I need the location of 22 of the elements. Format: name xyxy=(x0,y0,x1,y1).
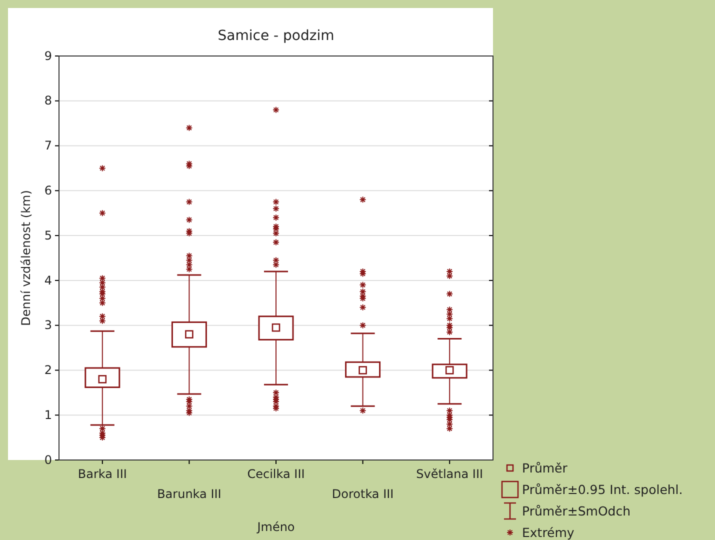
text: Průměr xyxy=(522,460,568,476)
y-tick-label: 8 xyxy=(44,94,52,108)
y-axis-title: Denní vzdálenost (km) xyxy=(19,190,33,326)
x-tick-label: Barunka III xyxy=(157,487,222,502)
y-tick-label: 5 xyxy=(44,228,52,242)
text: Extrémy xyxy=(522,525,575,540)
x-axis-title: Jméno xyxy=(256,520,295,534)
y-tick-label: 9 xyxy=(44,48,52,63)
x-tick-label: Dorotka III xyxy=(332,487,394,502)
y-tick-label: 3 xyxy=(44,318,52,332)
x-tick-label: Barka III xyxy=(78,466,127,481)
chart-title: Samice - podzim xyxy=(218,28,334,44)
x-tick-label: Světlana III xyxy=(416,466,484,481)
text: Průměr±SmOdch xyxy=(522,504,631,518)
text: Průměr±0.95 Int. spolehl. xyxy=(522,482,683,497)
y-tick-label: 2 xyxy=(44,363,52,378)
y-tick-label: 4 xyxy=(44,273,52,288)
y-tick-label: 0 xyxy=(44,452,52,467)
y-tick-label: 1 xyxy=(44,408,52,422)
x-tick-label: Cecilka III xyxy=(247,466,305,481)
y-tick-label: 7 xyxy=(44,138,52,153)
y-tick-label: 6 xyxy=(44,184,52,198)
